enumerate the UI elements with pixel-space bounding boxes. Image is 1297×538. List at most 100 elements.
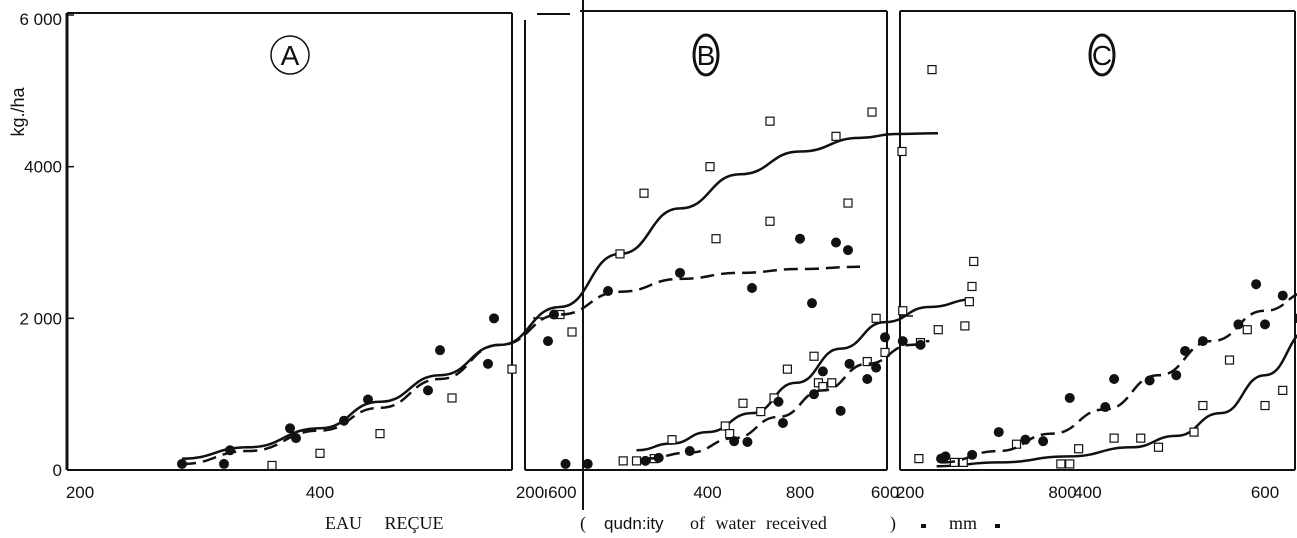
panel-a-label: A: [281, 40, 300, 71]
panel-b-circle-point: [809, 389, 819, 400]
panel-a-x-tick-label: 200: [66, 483, 94, 502]
panel-b-circle-point: [844, 358, 855, 369]
panel-b-circle-point: [871, 362, 882, 373]
panel-c-square-point: [1109, 433, 1119, 443]
panel-b-circle-point: [777, 417, 788, 428]
y-axis-label: kg./ha: [8, 87, 28, 137]
panel-b-square-point: [720, 421, 730, 431]
panel-c-square-point: [1065, 459, 1075, 469]
panel-a-square-point: [315, 448, 325, 458]
panel-a-circle-point: [549, 309, 559, 320]
y-tick-label: 2 000: [19, 309, 62, 328]
panel-b-circle-point: [835, 405, 846, 416]
panel-c-square-point: [1074, 444, 1084, 454]
panel-b-square-point: [871, 313, 881, 323]
panel-b-circle-point: [729, 436, 740, 447]
panel-c-x-tick-label: 200: [896, 483, 924, 502]
panel-a-circle-point: [747, 283, 757, 293]
panel-b-square-point: [933, 325, 943, 335]
x-axis-title: EAU REÇUE ( qudn:ity of water received )…: [325, 513, 1000, 534]
x-title-paren-open: (: [580, 513, 586, 534]
panel-c-square-point: [1011, 439, 1022, 449]
panel-a-circle-point: [285, 423, 295, 434]
panel-b-circle-point: [582, 458, 593, 469]
panel-a-square-point: [765, 116, 775, 126]
panel-a-square-point: [765, 216, 775, 226]
panel-b-circle-point: [560, 458, 571, 469]
y-tick-label: 6 000: [19, 10, 62, 29]
panel-c-square-point: [1153, 442, 1164, 452]
panel-c-x-tick-label: 600: [1251, 483, 1279, 502]
panel-b-circle-point: [817, 366, 828, 377]
panel-c-circle-point: [1277, 290, 1288, 301]
panel-c-circle-point: [993, 427, 1004, 438]
panel-a-square-point: [897, 146, 907, 157]
panel-c-circle-point: [1100, 402, 1111, 413]
panel-b-square-point: [809, 351, 819, 361]
panel-b-square-point: [667, 435, 677, 445]
x-title-quantity: qudn:ity: [604, 514, 664, 533]
panel-a-square-point: [447, 393, 457, 403]
panel-c-square-point: [1260, 400, 1270, 411]
panel-b-label: B: [697, 40, 716, 71]
panel-a-solid-curve: [181, 132, 939, 460]
panel-b-x-tick-label: 800: [1048, 483, 1076, 502]
panel-a-square-point: [867, 107, 877, 117]
x-title-french: EAU REÇUE: [325, 513, 444, 533]
panel-c-label-oval: [1088, 33, 1116, 77]
panel-b-solid-curve: [636, 298, 974, 452]
panel-a-square-point: [927, 64, 937, 75]
panel-b-x-tick-label: 200: [516, 483, 544, 502]
panel-b-square-point: [725, 429, 735, 439]
panel-a-circle-point: [435, 345, 445, 356]
panel-b-circle-point: [880, 332, 890, 343]
panel-a-square-point: [831, 131, 841, 141]
panel-a-circle-point: [675, 267, 685, 278]
panel-c-dashed-curve: [941, 293, 1297, 464]
panel-a-circle-point: [423, 385, 433, 396]
panel-a-circle-point: [483, 358, 493, 369]
panel-b-circle-point: [773, 396, 784, 407]
panel-a-x-tick-label: 800: [786, 483, 814, 502]
panel-a-circle-point: [363, 394, 373, 405]
chart-marks: 0 2 000 4000 6 000 200 400 ı600 800 A 200 400 600 80…: [19, 10, 1297, 502]
x-title-bullet: [921, 524, 926, 528]
panel-c-circle-point: [1144, 375, 1155, 386]
panel-c-circle-point: [1171, 370, 1182, 381]
y-tick-label: 4000: [24, 158, 62, 177]
panel-a-circle-point: [603, 286, 613, 297]
panel-b-square-point: [756, 407, 766, 417]
panel-c-circle-point: [1251, 279, 1262, 290]
panel-a-square-point: [567, 327, 577, 337]
panel-c-square-point: [914, 454, 924, 464]
x-title-unit: mm: [949, 513, 977, 533]
panel-a-square-point: [375, 429, 385, 439]
panel-b-square-point: [880, 347, 890, 358]
y-tick-label: 0: [53, 461, 62, 480]
panel-c-circle-point: [1020, 434, 1031, 445]
panel-a-circle-point: [489, 313, 499, 324]
panel-b-dashed-curve: [645, 339, 930, 460]
panel-c-square-point: [1056, 459, 1066, 469]
panel-c-circle-point: [1197, 336, 1208, 347]
panel-b-square-point: [782, 364, 792, 374]
panel-b-x-tick-label: 600: [871, 483, 899, 502]
panel-c-solid-curve: [936, 334, 1297, 468]
panel-b-square-point: [960, 321, 970, 331]
panel-b-square-point: [964, 297, 974, 307]
panel-c-square-point: [1278, 385, 1288, 395]
panel-b-square-point: [631, 456, 642, 466]
panel-b-circle-point: [897, 336, 908, 347]
panel-c-circle-point: [1233, 319, 1244, 330]
panel-a-square-point: [705, 162, 715, 172]
panel-b-circle-point: [653, 452, 664, 463]
panel-b-square-point: [898, 306, 908, 316]
panel-a-circle-point: [831, 237, 841, 248]
panel-b-circle-point: [915, 339, 926, 350]
panel-a-square-point: [843, 198, 853, 208]
panel-c-label: C: [1092, 40, 1112, 71]
panel-a-circle-point: [843, 245, 853, 256]
panel-frames: [65, 0, 1296, 510]
panel-a-x-tick-label: 400: [306, 483, 334, 502]
